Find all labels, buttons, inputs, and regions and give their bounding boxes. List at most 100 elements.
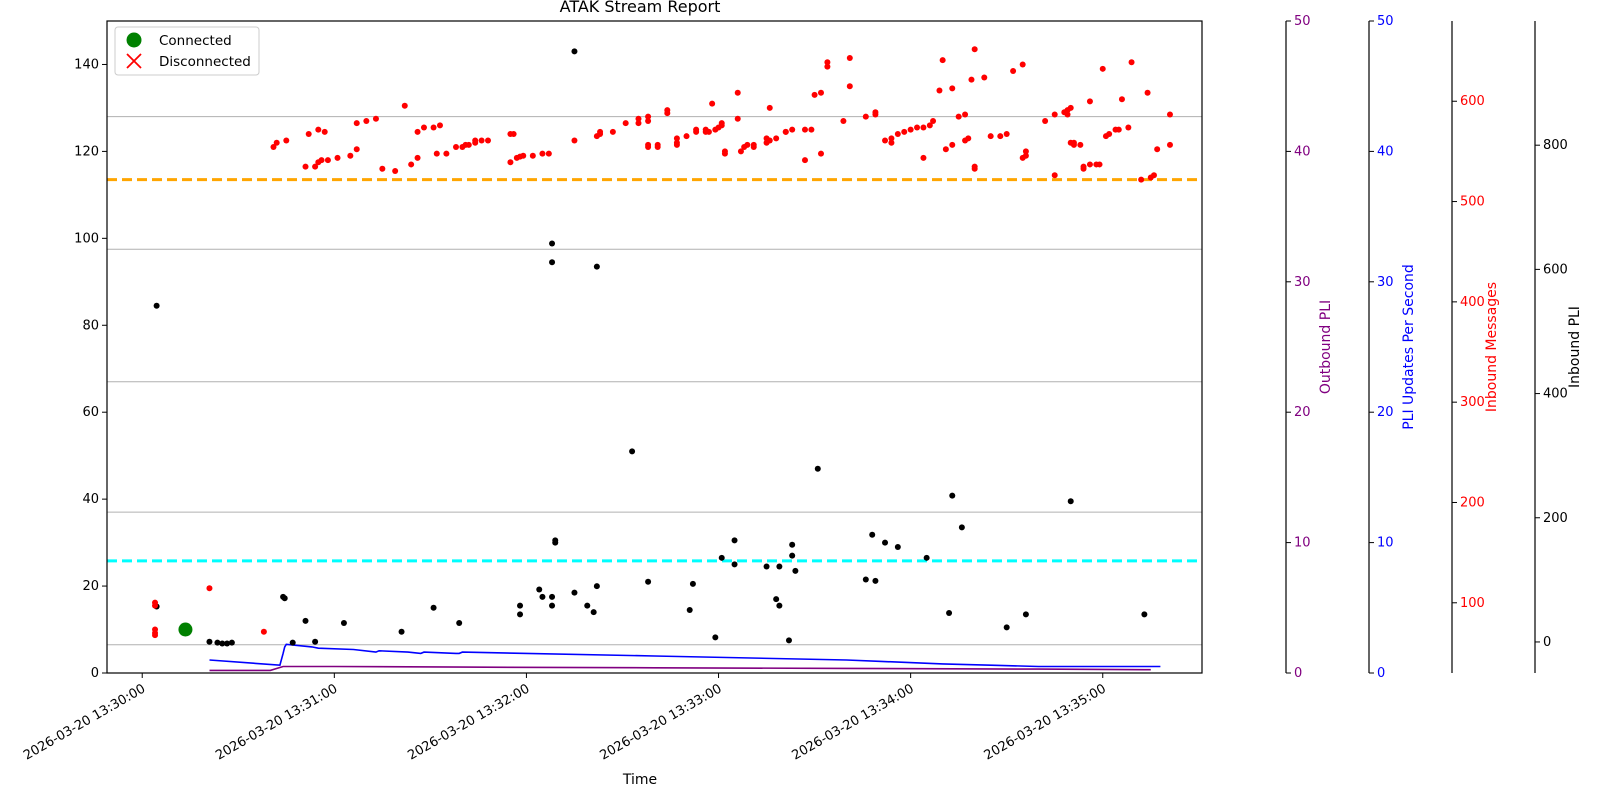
data-point <box>1003 131 1010 138</box>
connected-marker <box>178 622 193 637</box>
data-point <box>315 126 322 133</box>
data-point <box>1003 624 1010 631</box>
series-line <box>209 665 1151 672</box>
grid-layer <box>107 116 1202 646</box>
data-point <box>549 259 556 266</box>
data-point <box>206 638 213 645</box>
data-point <box>712 634 719 641</box>
secondary-axis-tick-label: 300 <box>1460 395 1485 410</box>
data-point <box>433 150 440 157</box>
data-point <box>981 74 988 81</box>
data-point <box>1022 148 1029 155</box>
data-point <box>901 128 908 135</box>
secondary-axis-tick-label: 40 <box>1294 144 1311 159</box>
data-point <box>1150 172 1157 179</box>
data-point <box>907 126 914 133</box>
x-tick-label: 2026-03-20 13:32:00 <box>405 681 532 763</box>
secondary-axis-label: Inbound Messages <box>1484 282 1500 412</box>
data-point <box>1086 161 1093 168</box>
data-point <box>785 637 792 644</box>
data-point <box>312 638 319 645</box>
data-point <box>949 85 956 92</box>
data-point <box>401 102 408 109</box>
data-point <box>776 563 783 570</box>
legend-label: Disconnected <box>159 54 251 70</box>
data-point <box>529 152 536 159</box>
data-point <box>946 610 953 617</box>
data-point <box>1086 98 1093 105</box>
data-point <box>766 137 773 144</box>
legend-label: Connected <box>159 33 232 49</box>
y-tick-label: 20 <box>82 579 99 594</box>
secondary-axis-tick-label: 50 <box>1294 14 1311 29</box>
secondary-axis-tick-label: 100 <box>1460 596 1485 611</box>
data-point <box>465 141 472 148</box>
data-point <box>520 152 527 159</box>
data-point <box>718 120 725 127</box>
x-tick-label: 2026-03-20 13:34:00 <box>790 681 917 763</box>
data-point <box>869 531 876 538</box>
data-point <box>552 539 559 546</box>
data-point <box>1128 59 1135 66</box>
data-point <box>792 567 799 574</box>
secondary-axis-tick-label: 500 <box>1460 195 1485 210</box>
secondary-axis-tick-label: 400 <box>1543 387 1568 402</box>
secondary-axis-tick-label: 10 <box>1377 536 1394 551</box>
plot-frame <box>106 20 1203 674</box>
data-point <box>153 302 160 309</box>
y-tick-label: 0 <box>91 666 99 681</box>
data-point <box>958 524 965 531</box>
data-point <box>270 144 277 151</box>
data-point <box>593 263 600 270</box>
data-point <box>289 639 296 646</box>
data-point <box>673 139 680 146</box>
data-point <box>507 159 514 166</box>
data-point <box>1125 124 1132 131</box>
data-point <box>936 87 943 94</box>
data-point <box>731 561 738 568</box>
x-tick-label: 2026-03-20 13:31:00 <box>213 681 340 763</box>
data-point <box>773 596 780 603</box>
data-point <box>987 133 994 140</box>
data-point <box>1138 176 1145 183</box>
data-point <box>808 126 815 133</box>
data-point <box>718 554 725 561</box>
secondary-axis-tick-label: 20 <box>1377 405 1394 420</box>
data-point <box>224 640 231 647</box>
x-tick-label: 2026-03-20 13:30:00 <box>21 681 148 763</box>
data-point <box>321 128 328 135</box>
data-point <box>1166 141 1173 148</box>
data-point <box>949 141 956 148</box>
data-point <box>846 83 853 90</box>
data-point <box>1099 65 1106 72</box>
data-point <box>340 620 347 627</box>
data-point <box>597 128 604 135</box>
data-point <box>456 620 463 627</box>
data-point <box>942 146 949 153</box>
data-point <box>549 593 556 600</box>
data-point <box>305 131 312 138</box>
data-point <box>206 585 213 592</box>
data-point <box>1077 141 1084 148</box>
data-point <box>789 126 796 133</box>
data-point <box>888 139 895 146</box>
data-point <box>654 141 661 148</box>
data-point <box>472 137 479 144</box>
data-point <box>1042 117 1049 124</box>
data-point <box>420 124 427 131</box>
data-point <box>914 124 921 131</box>
data-point <box>1070 141 1077 148</box>
data-point <box>152 632 159 639</box>
data-point <box>549 602 556 609</box>
y-tick-label: 80 <box>82 318 99 333</box>
data-point <box>721 150 728 157</box>
data-point <box>363 117 370 124</box>
data-point <box>1154 146 1161 153</box>
data-point <box>609 128 616 135</box>
data-point <box>571 48 578 55</box>
data-point <box>302 617 309 624</box>
data-point <box>1051 172 1058 179</box>
data-point <box>545 150 552 157</box>
x-tick-label: 2026-03-20 13:33:00 <box>597 681 724 763</box>
